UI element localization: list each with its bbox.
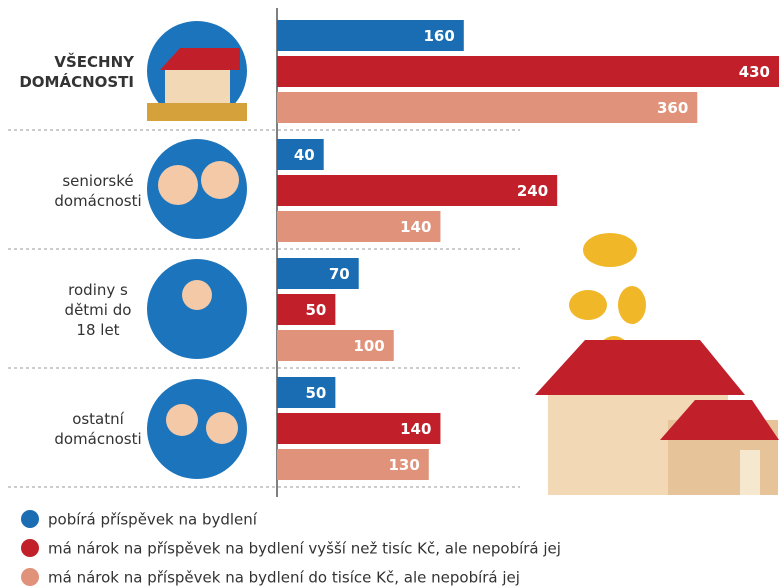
legend-label: pobírá příspěvek na bydlení	[48, 511, 258, 529]
bar	[277, 377, 336, 408]
value-label: 430	[739, 63, 770, 81]
value-label: 140	[400, 420, 431, 438]
icon-roof	[160, 48, 240, 70]
icon-face	[166, 404, 198, 436]
icon-face	[206, 412, 238, 444]
category-label: ostatní domácnosti	[54, 410, 142, 448]
category-label: seniorské domácnosti	[54, 172, 142, 210]
bar	[277, 175, 558, 206]
house-roof	[660, 400, 779, 440]
coin	[583, 233, 637, 267]
legend-swatch	[21, 568, 39, 586]
legend-label: má nárok na příspěvek na bydlení vyšší n…	[48, 540, 561, 558]
value-label: 240	[517, 182, 548, 200]
bar	[277, 294, 336, 325]
icon-face	[182, 280, 212, 310]
legend-label: má nárok na příspěvek na bydlení do tisí…	[48, 569, 520, 587]
house-door	[740, 450, 760, 495]
value-label: 50	[305, 301, 326, 319]
value-label: 140	[400, 218, 431, 236]
coin	[569, 290, 607, 320]
value-label: 160	[423, 27, 454, 45]
legend-swatch	[21, 510, 39, 528]
value-label: 360	[657, 99, 688, 117]
icon-face	[201, 161, 239, 199]
house-roof	[535, 340, 745, 395]
value-label: 50	[305, 384, 326, 402]
bar	[277, 330, 394, 361]
coin	[618, 286, 646, 324]
legend-swatch	[21, 539, 39, 557]
icon-face	[158, 165, 198, 205]
icon-house	[165, 68, 230, 103]
value-label: 100	[353, 337, 384, 355]
illustrations	[147, 21, 779, 495]
icon-ground	[147, 103, 247, 121]
bar	[277, 211, 441, 242]
bar	[277, 92, 698, 123]
category-label: rodiny s dětmi do 18 let	[64, 281, 132, 339]
bar	[277, 139, 324, 170]
value-label: 130	[388, 456, 419, 474]
value-label: 40	[294, 146, 315, 164]
bar	[277, 20, 464, 51]
bar	[277, 56, 779, 87]
bar	[277, 449, 429, 480]
bar	[277, 413, 441, 444]
house-illustration	[535, 233, 779, 495]
bar	[277, 258, 359, 289]
category-label: VŠECHNY DOMÁCNOSTI	[19, 53, 134, 91]
value-label: 70	[329, 265, 350, 283]
icon-circle	[147, 379, 247, 479]
